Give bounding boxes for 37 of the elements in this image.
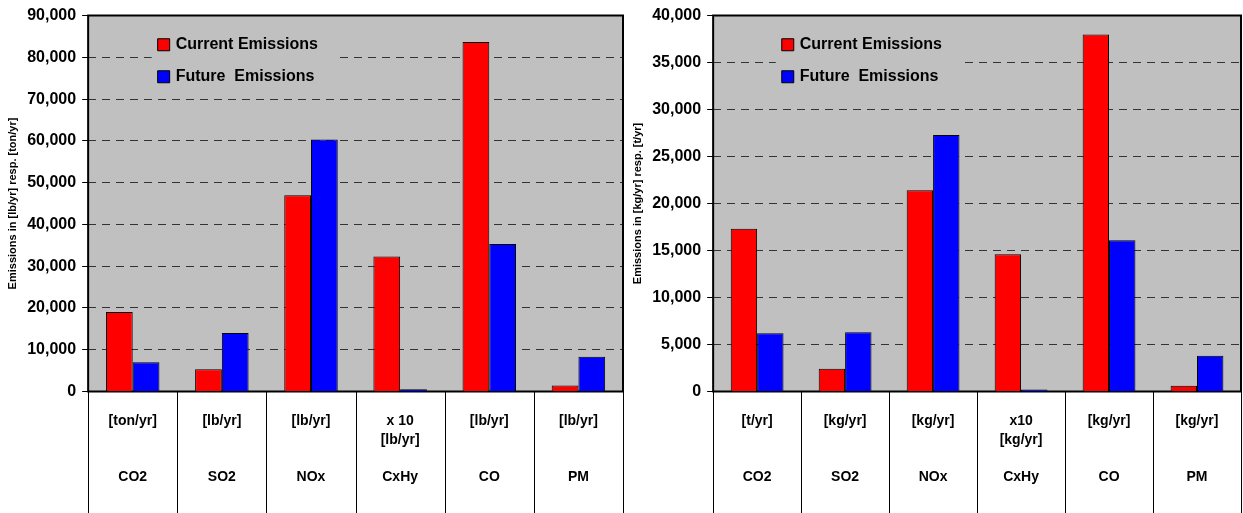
- y-tick-label: 35,000: [652, 52, 702, 70]
- y-axis-title: Emissions in [kg/yr] resp. [t/yr]: [630, 122, 643, 285]
- y-tick-label: 80,000: [27, 47, 77, 65]
- y-tick-label: 40,000: [27, 214, 77, 232]
- category-label: [t/yr] CO2: [741, 411, 773, 485]
- category-label: [kg/yr] PM: [1175, 411, 1219, 485]
- y-tick-label: 10,000: [27, 340, 77, 358]
- y-tick-label: 10,000: [652, 287, 702, 305]
- legend-label: Current Emissions: [175, 35, 319, 53]
- y-tick-label: 90,000: [27, 6, 77, 24]
- category-label: [lb/yr] CO: [469, 411, 509, 485]
- legend-label: Future Emissions: [799, 67, 939, 85]
- y-tick-label: 30,000: [27, 256, 77, 274]
- category-label: [kg/yr] NOx: [911, 411, 955, 485]
- category-label: x10 [kg/yr] CxHy: [999, 411, 1043, 485]
- y-tick-label: 30,000: [652, 99, 702, 117]
- y-tick-label: 0: [692, 381, 702, 399]
- category-label: x 10 [lb/yr] CxHy: [380, 411, 420, 485]
- y-tick-label: 40,000: [652, 6, 702, 24]
- y-tick-label: 60,000: [27, 131, 77, 149]
- y-axis-title: Emissions in [lb/yr] resp. [ton/yr]: [5, 117, 18, 290]
- y-tick-label: 0: [67, 381, 77, 399]
- legend-label: Future Emissions: [175, 67, 315, 85]
- category-label: [lb/yr] PM: [558, 411, 598, 485]
- y-tick-label: 20,000: [27, 298, 77, 316]
- category-label: [kg/yr] SO2: [823, 411, 867, 485]
- y-tick-label: 70,000: [27, 89, 77, 107]
- category-label: [kg/yr] CO: [1087, 411, 1131, 485]
- y-tick-label: 15,000: [652, 240, 702, 258]
- y-tick-label: 50,000: [27, 173, 77, 191]
- category-label: [ton/yr] CO2: [108, 411, 157, 485]
- y-tick-label: 20,000: [652, 193, 702, 211]
- y-tick-label: 25,000: [652, 146, 702, 164]
- category-label: [lb/yr] SO2: [202, 411, 242, 485]
- category-label: [lb/yr] NOx: [291, 411, 331, 485]
- legend-label: Current Emissions: [799, 35, 943, 53]
- y-tick-label: 5,000: [661, 334, 702, 352]
